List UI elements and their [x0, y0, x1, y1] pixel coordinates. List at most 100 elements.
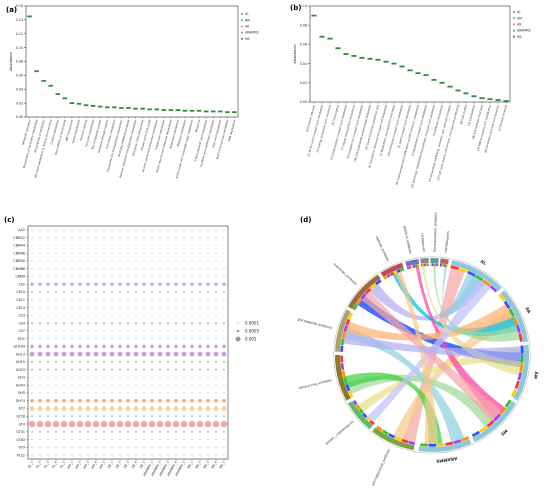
- bubble: [149, 406, 155, 411]
- bubble: [143, 330, 145, 332]
- bubble: [111, 314, 113, 316]
- bubble: [135, 275, 137, 278]
- bubble: [71, 268, 73, 270]
- bubble: [223, 291, 225, 294]
- bubble: [31, 260, 33, 262]
- bubble: [111, 368, 113, 371]
- bubble: [167, 260, 169, 262]
- bubble: [71, 322, 73, 325]
- bubble: [87, 384, 89, 386]
- bubble: [79, 360, 81, 363]
- bubble: [30, 282, 34, 287]
- bubble: [142, 344, 146, 349]
- bubble: [135, 260, 137, 262]
- bubble: [103, 244, 105, 247]
- bubble: [63, 299, 65, 301]
- bubble: [207, 338, 209, 340]
- bubble: [174, 282, 178, 287]
- data-point: [90, 105, 96, 107]
- data-point: [232, 111, 237, 114]
- bubble: [199, 338, 201, 340]
- bubble: [119, 446, 121, 448]
- bubble: [215, 392, 217, 394]
- bubble: [127, 446, 129, 448]
- bubble: [223, 415, 225, 418]
- bubble: [207, 252, 209, 254]
- bubble: [71, 360, 73, 363]
- group-stripe: [441, 263, 443, 267]
- x-tick-label: Fatty acid metabolism: [211, 119, 222, 148]
- bubble: [117, 351, 123, 357]
- bubble: [119, 306, 121, 309]
- bubble: [103, 237, 105, 239]
- bubble: [183, 376, 185, 379]
- bubble: [175, 237, 177, 239]
- panel-label-d: (d): [300, 216, 311, 224]
- bubble: [103, 322, 105, 325]
- bubble: [191, 446, 193, 448]
- row-label: CBM44: [13, 244, 25, 248]
- bubble: [191, 237, 193, 239]
- bubble: [127, 306, 129, 309]
- bubble: [79, 330, 81, 332]
- bubble: [37, 351, 43, 357]
- bubble: [95, 291, 97, 294]
- bubble: [159, 237, 161, 239]
- chord-ribbon: [442, 264, 482, 314]
- row-label: GT83: [16, 438, 25, 442]
- bubble: [55, 330, 57, 332]
- group-stripe: [381, 429, 389, 436]
- bubble: [47, 322, 49, 325]
- bubble: [183, 252, 185, 254]
- bubble: [117, 406, 123, 411]
- bubble: [55, 360, 57, 363]
- legend-label: AR: [517, 23, 522, 27]
- bubble: [157, 351, 163, 357]
- col-label: ARAMMS_2: [150, 460, 162, 476]
- bubble: [159, 415, 161, 418]
- bubble: [100, 420, 108, 428]
- data-point: [83, 104, 89, 107]
- bubble: [39, 306, 41, 309]
- bubble: [87, 430, 89, 433]
- bubble: [196, 420, 204, 428]
- y-tick-label: 0.14: [16, 18, 23, 22]
- bubble: [31, 415, 33, 418]
- bubble: [119, 392, 121, 394]
- bubble: [103, 360, 105, 363]
- bubble: [223, 229, 225, 231]
- data-point: [126, 107, 131, 109]
- bubble: [93, 406, 99, 411]
- bubble: [79, 268, 81, 270]
- bubble: [133, 406, 139, 411]
- group-stripe: [341, 370, 346, 378]
- bubble: [151, 438, 153, 441]
- bubble: [206, 344, 210, 349]
- data-point: [399, 65, 405, 68]
- bubble: [127, 244, 129, 247]
- bubble: [93, 351, 99, 357]
- panel-d-chord: ALARAMMSARAMMSaminoglycoside_antibioticp…: [297, 212, 539, 487]
- group-stripe: [508, 308, 515, 317]
- bubble: [135, 430, 137, 433]
- group-stripe: [348, 390, 354, 399]
- legend-label: AR: [245, 25, 250, 29]
- bubble: [207, 376, 209, 379]
- y-axis-label: Abundance: [9, 52, 13, 71]
- bubble: [111, 252, 113, 254]
- row-label: CE10: [16, 290, 25, 294]
- bubble: [167, 244, 169, 247]
- bubble: [31, 360, 33, 363]
- bubble: [166, 282, 170, 287]
- bubble: [39, 322, 41, 325]
- bubble: [95, 252, 97, 254]
- bubble: [190, 282, 194, 287]
- bubble: [191, 430, 193, 433]
- bubble: [207, 275, 209, 278]
- bubble: [135, 252, 137, 254]
- bubble: [190, 344, 194, 349]
- bubble: [103, 229, 105, 231]
- bubble: [183, 384, 185, 386]
- bubble: [127, 229, 129, 231]
- bubble: [31, 252, 33, 254]
